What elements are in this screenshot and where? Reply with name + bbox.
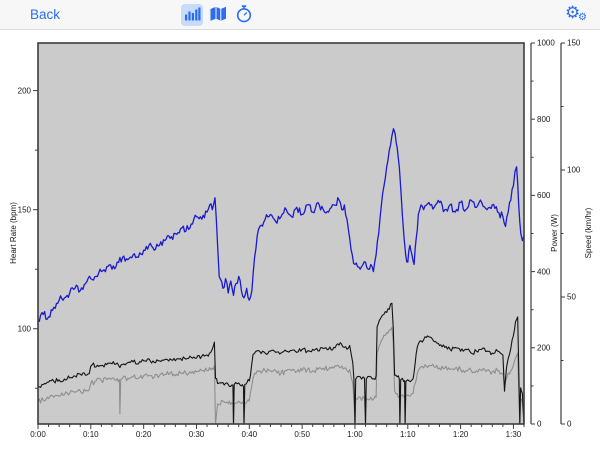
bar-chart-icon [182, 4, 202, 27]
svg-text:150: 150 [18, 205, 32, 214]
top-toolbar: Back [0, 0, 600, 30]
map-view-button[interactable] [207, 4, 229, 26]
svg-text:0: 0 [567, 420, 572, 429]
svg-text:800: 800 [537, 115, 551, 124]
svg-text:1000: 1000 [537, 39, 555, 48]
power-axis: 0 200 400 600 800 1000 [530, 39, 555, 429]
svg-text:50: 50 [567, 293, 576, 302]
svg-text:1:00: 1:00 [347, 430, 363, 439]
stopwatch-view-button[interactable] [233, 4, 255, 26]
svg-text:1:10: 1:10 [400, 430, 416, 439]
svg-text:0:20: 0:20 [136, 430, 152, 439]
view-switcher [181, 4, 255, 26]
svg-text:150: 150 [567, 39, 581, 48]
plot-area [38, 43, 524, 424]
gear-icon: ⚙ [565, 3, 581, 22]
map-icon [208, 4, 228, 27]
svg-text:0:00: 0:00 [30, 430, 46, 439]
power-axis-title: Power (W) [550, 214, 559, 252]
speed-axis: 0 50 100 150 [560, 39, 581, 429]
svg-text:0:50: 0:50 [294, 430, 310, 439]
svg-text:200: 200 [537, 344, 551, 353]
gear-small-icon: ⚙ [578, 12, 587, 23]
svg-text:400: 400 [537, 267, 551, 276]
svg-text:0:30: 0:30 [189, 430, 205, 439]
stopwatch-icon [234, 4, 254, 27]
svg-text:0:10: 0:10 [83, 430, 99, 439]
svg-text:1:20: 1:20 [453, 430, 469, 439]
svg-text:600: 600 [537, 191, 551, 200]
back-button[interactable]: Back [30, 7, 61, 22]
heart-rate-series-line [38, 128, 524, 322]
settings-button[interactable]: ⚙ ⚙ [565, 3, 589, 27]
svg-text:100: 100 [18, 324, 32, 333]
svg-text:200: 200 [18, 86, 32, 95]
chart-view-button[interactable] [181, 4, 203, 26]
time-axis: 0:00 0:10 0:20 0:30 0:40 0:50 1:00 1:10 1:20 1:30 [30, 424, 525, 439]
power-series-line [38, 302, 524, 424]
speed-axis-title: Speed (km/hr) [584, 207, 593, 258]
svg-text:0:40: 0:40 [242, 430, 258, 439]
svg-text:0: 0 [537, 420, 542, 429]
svg-text:100: 100 [567, 166, 581, 175]
svg-text:1:30: 1:30 [506, 430, 522, 439]
heart-rate-axis: 100 150 200 [18, 86, 38, 389]
speed-series-line [38, 326, 524, 424]
heart-rate-axis-title: Heart Rate (bpm) [9, 202, 18, 264]
